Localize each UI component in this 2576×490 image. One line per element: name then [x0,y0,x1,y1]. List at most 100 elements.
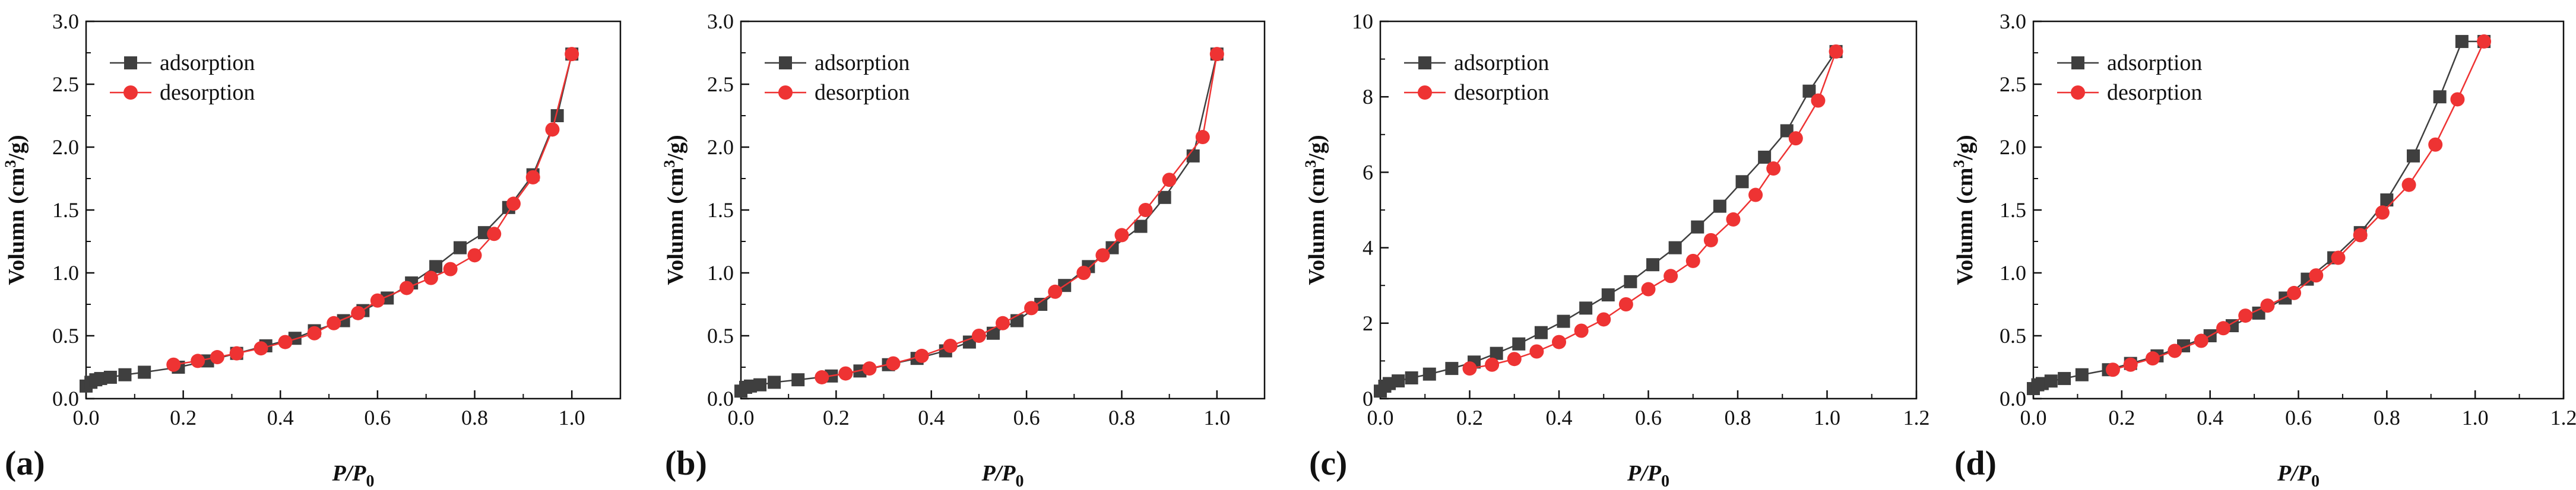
desorption-point [1664,269,1678,284]
y-tick-label: 6 [1363,160,1373,184]
y-tick-label: 0.5 [707,324,734,348]
y-axis-title-superscript: 3 [2,160,19,168]
desorption-point [914,348,929,363]
desorption-point [971,329,986,343]
x-tick-label: 0.8 [2374,406,2400,429]
desorption-point [1138,203,1153,217]
desorption-point [1685,253,1700,268]
desorption-point [1507,352,1522,367]
legend: adsorption desorption [765,50,910,105]
x-axis-title: P/P0 [332,461,375,490]
adsorption-point [1445,362,1459,376]
desorption-point [2375,205,2390,220]
desorption-point [2238,308,2253,323]
adsorption-point [1668,241,1682,254]
y-tick-label: 1.0 [2000,261,2026,285]
y-axis-title-unit: /g) [1953,135,1978,160]
x-tick-label: 0.4 [918,406,945,429]
x-tick-label: 0.8 [461,406,488,429]
x-tick-label: 0.4 [1546,406,1573,429]
x-tick-label: 0.6 [1013,406,1040,429]
y-tick-label: 2.0 [2000,135,2026,159]
adsorption-line [2033,40,2485,389]
y-axis-title-main: Volumn (cm [1304,168,1329,285]
legend-marker-square [1418,56,1431,69]
desorption-point [1095,248,1110,263]
desorption-point [1076,266,1091,280]
x-axis-title-subscript: 0 [2311,472,2320,490]
panel-label: (b) [665,444,707,482]
x-tick-label: 1.0 [1203,406,1230,429]
x-tick-label: 0.2 [823,406,850,429]
x-tick-label: 0.0 [1367,406,1394,429]
desorption-point [1114,228,1129,243]
desorption-point [1618,297,1633,311]
desorption-point [886,356,901,371]
desorption-point [1703,233,1718,247]
x-tick-label: 0.0 [2020,406,2047,429]
x-tick-label: 0.6 [2285,406,2312,429]
desorption-point [370,293,385,308]
adsorption-point [1158,190,1171,204]
adsorption-point [2044,374,2058,388]
adsorption-point [1392,374,1405,388]
panel-label: (d) [1954,444,1997,482]
desorption-point [1209,47,1224,62]
x-axis-title-subscript: 0 [1015,472,1024,490]
desorption-point [1485,357,1500,372]
x-axis-title-subscript: 0 [1661,472,1669,490]
desorption-point [2123,357,2138,372]
x-tick-label: 1.0 [559,406,585,429]
y-tick-label: 4 [1363,236,1373,260]
adsorption-point [1601,288,1615,302]
desorption-point [2401,177,2416,192]
desorption-point [565,47,579,62]
y-axis-title: Volumn (cm3/g) [2,135,29,285]
y-tick-label: 0 [1363,387,1373,411]
x-axis-title: P/P0 [1627,461,1669,490]
adsorption-point [1490,346,1503,360]
adsorption-point [1512,337,1526,351]
adsorption-point [2058,372,2071,386]
y-axis-title-main: Volumn (cm [4,168,29,285]
y-tick-label: 1.5 [52,198,79,222]
series-desorption [166,47,579,372]
desorption-point [1024,301,1039,316]
y-axis-title-unit: /g) [4,135,29,160]
y-tick-label: 3.0 [2000,9,2026,33]
adsorption-point [454,241,467,254]
adsorption-point [1691,220,1704,234]
adsorption-point [2433,90,2447,104]
x-tick-label: 0.6 [364,406,391,429]
y-axis-title-main: Volumn (cm [663,168,688,285]
y-tick-label: 2.5 [707,72,734,96]
desorption-point [467,248,482,263]
adsorption-point [2075,368,2089,381]
series-desorption [815,47,1224,384]
y-tick-label: 3.0 [707,9,734,33]
y-tick-label: 0.5 [52,324,79,348]
adsorption-point [429,260,443,273]
x-tick-label: 1.2 [1903,406,1930,429]
adsorption-point [550,109,564,122]
desorption-point [2194,333,2209,348]
desorption-point [506,196,521,211]
desorption-point [2287,285,2302,300]
y-axis-title-superscript: 3 [1302,160,1319,168]
desorption-point [307,326,322,341]
desorption-point [327,316,341,330]
adsorption-point [768,376,781,389]
x-axis-title-main: P/P [1627,461,1662,486]
desorption-point [2105,362,2120,377]
desorption-point [1811,93,1826,108]
x-axis-title-main: P/P [2277,461,2312,486]
desorption-point [1641,282,1656,297]
desorption-point [1596,312,1611,327]
y-tick-label: 1.5 [707,198,734,222]
series-desorption [2105,34,2492,377]
desorption-point [2428,137,2443,152]
legend-marker-circle [123,85,138,100]
x-tick-label: 0.2 [1456,406,1483,429]
adsorption-point [1624,275,1637,288]
